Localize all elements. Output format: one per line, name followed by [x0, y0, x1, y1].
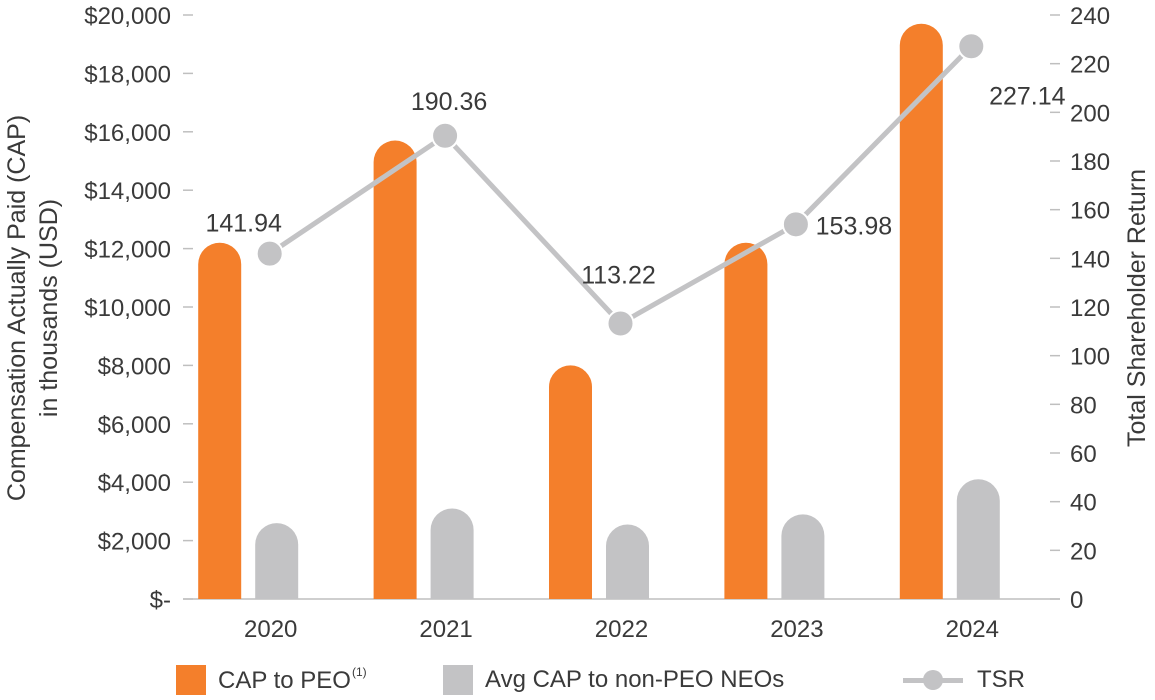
legend-item-cap-peo: CAP to PEO(1): [176, 662, 367, 698]
y-right-tick-label: 60: [1070, 441, 1097, 468]
tsr-point: [255, 239, 284, 268]
tsr-data-label: 190.36: [411, 88, 487, 116]
chart-canvas: $- $2,000 $4,000 $6,000 $8,000 $10,000 $12,000…: [3, 3, 1151, 643]
tsr-data-label: 153.98: [816, 212, 892, 240]
bar-avg-cap-non-peo: [430, 508, 474, 599]
y-left-tick-label: $8,000: [98, 353, 171, 380]
bar-avg-cap-non-peo: [606, 524, 649, 599]
x-tick-label: 2021: [419, 616, 472, 643]
legend-label-avg-cap: Avg CAP to non-PEO NEOs: [485, 666, 785, 693]
legend-swatch-line: [903, 665, 963, 695]
x-tick-label: 2022: [595, 616, 648, 643]
legend-label-cap-peo: CAP to PEO(1): [218, 665, 367, 694]
y-left-tick-label: $4,000: [98, 470, 171, 497]
x-tick-label: 2023: [770, 616, 823, 643]
bar-cap-to-peo: [549, 365, 592, 599]
y-axis-left-label-line1: Compensation Actually Paid (CAP): [3, 115, 31, 501]
x-tick-label: 2020: [244, 616, 297, 643]
y-right-tick-label: 0: [1070, 587, 1083, 614]
y-axis-right-label: Total Shareholder Return: [1123, 169, 1151, 447]
y-right-tick-label: 80: [1070, 392, 1097, 419]
bar-cap-to-peo: [724, 242, 768, 599]
bar-cap-to-peo: [373, 140, 417, 599]
y-right-tick-label: 220: [1070, 52, 1110, 79]
legend-item-tsr: TSR: [903, 662, 1025, 698]
legend-item-avg-cap: Avg CAP to non-PEO NEOs: [443, 662, 784, 698]
tsr-point: [781, 210, 810, 239]
y-axis-left-label-line2: in thousands (USD): [35, 199, 63, 417]
legend-label-tsr: TSR: [977, 666, 1025, 693]
y-right-tick-label: 120: [1070, 295, 1110, 322]
y-left-tick-label: $-: [150, 587, 171, 614]
chart-axes: $- $2,000 $4,000 $6,000 $8,000 $10,000 $12,000…: [84, 3, 1110, 643]
y-right-tick-label: 160: [1070, 198, 1110, 225]
y-left-tick-label: $14,000: [84, 178, 171, 205]
tsr-line-series: [255, 32, 986, 338]
tsr-data-label: 113.22: [581, 261, 656, 289]
y-right-tick-label: 40: [1070, 490, 1097, 517]
chart-legend: CAP to PEO(1) Avg CAP to non-PEO NEOs TS…: [0, 662, 1155, 698]
y-right-tick-label: 20: [1070, 538, 1097, 565]
tsr-point: [606, 309, 635, 338]
y-left-tick-label: $16,000: [84, 120, 171, 147]
y-right-tick-label: 100: [1070, 344, 1110, 371]
tsr-point: [431, 121, 460, 150]
bar-cap-to-peo: [899, 23, 943, 599]
bar-avg-cap-non-peo: [781, 514, 825, 599]
chart-bars: [198, 23, 1000, 599]
x-tick-label: 2024: [946, 616, 999, 643]
bar-cap-to-peo: [198, 242, 242, 599]
tsr-data-label: 227.14: [989, 82, 1066, 110]
tsr-data-label: 141.94: [205, 210, 282, 238]
y-left-tick-label: $20,000: [84, 3, 171, 30]
y-right-tick-label: 200: [1070, 100, 1110, 127]
y-right-tick-label: 180: [1070, 149, 1110, 176]
chart-data-labels: 141.94 190.36 113.22 153.98 227.14: [205, 82, 1065, 289]
y-right-tick-label: 240: [1070, 3, 1110, 30]
y-left-tick-label: $6,000: [98, 412, 171, 439]
legend-swatch-orange: [176, 665, 206, 695]
y-left-tick-label: $2,000: [98, 529, 171, 556]
y-right-tick-label: 140: [1070, 246, 1110, 273]
y-left-tick-label: $18,000: [84, 61, 171, 88]
bar-avg-cap-non-peo: [255, 523, 299, 599]
y-left-tick-label: $12,000: [84, 237, 171, 264]
bar-avg-cap-non-peo: [956, 479, 1000, 599]
y-left-tick-label: $10,000: [84, 295, 171, 322]
legend-swatch-gray: [443, 665, 473, 695]
tsr-point: [957, 32, 986, 61]
